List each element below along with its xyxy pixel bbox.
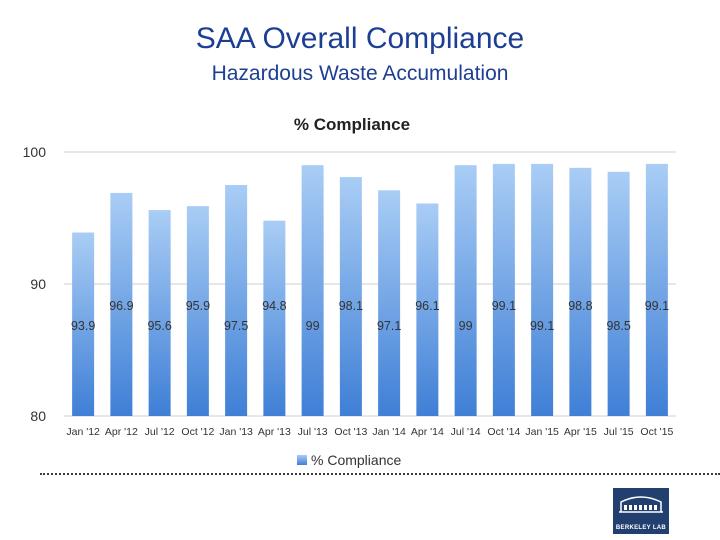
- data-label: 95.9: [186, 299, 210, 313]
- data-label: 99: [459, 319, 473, 333]
- x-tick-label: Oct '15: [640, 426, 673, 438]
- x-tick-label: Apr '13: [258, 426, 291, 438]
- legend-label: % Compliance: [311, 452, 401, 468]
- slide-title: SAA Overall Compliance: [195, 22, 525, 55]
- bar: [339, 177, 362, 416]
- data-label: 98.5: [606, 319, 630, 333]
- x-tick-label: Jan '12: [66, 426, 100, 438]
- berkeley-lab-logo: BERKELEY LAB: [613, 488, 669, 534]
- x-tick-label: Jul '15: [604, 426, 634, 438]
- bar: [416, 203, 439, 416]
- bar: [110, 192, 133, 416]
- x-tick-label: Apr '15: [564, 426, 597, 438]
- x-tick-label: Oct '12: [181, 426, 214, 438]
- bar: [263, 220, 286, 416]
- chart-legend: % Compliance: [297, 452, 401, 468]
- x-tick-label: Jan '15: [525, 426, 559, 438]
- x-tick-label: Jul '12: [145, 426, 175, 438]
- x-tick-label: Oct '13: [334, 426, 367, 438]
- data-label: 99.1: [492, 299, 516, 313]
- x-tick-label: Apr '12: [105, 426, 138, 438]
- data-label: 97.5: [224, 319, 248, 333]
- bar: [645, 163, 668, 416]
- bar: [531, 163, 554, 416]
- logo-text: BERKELEY LAB: [615, 525, 667, 531]
- x-tick-label: Jan '14: [372, 426, 406, 438]
- bar: [569, 167, 592, 416]
- bar: [301, 165, 324, 416]
- chart-title: % Compliance: [294, 115, 410, 134]
- y-tick-label: 80: [30, 408, 46, 424]
- legend-swatch: [297, 455, 307, 465]
- data-label: 96.9: [109, 299, 133, 313]
- y-tick-label: 100: [23, 144, 47, 160]
- bar: [186, 206, 209, 416]
- bar: [225, 185, 248, 416]
- slide-subtitle: Hazardous Waste Accumulation: [211, 62, 509, 85]
- data-label: 99: [306, 319, 320, 333]
- data-label: 96.1: [415, 299, 439, 313]
- bar: [378, 190, 401, 416]
- x-tick-label: Oct '14: [487, 426, 520, 438]
- building-icon: [619, 496, 663, 513]
- data-label: 99.1: [530, 319, 554, 333]
- data-label: 95.6: [147, 319, 171, 333]
- bar: [72, 232, 95, 416]
- x-tick-label: Apr '14: [411, 426, 444, 438]
- data-label: 99.1: [645, 299, 669, 313]
- x-tick-label: Jul '14: [451, 426, 481, 438]
- footer-divider: [40, 473, 720, 475]
- compliance-bar-chart: % Compliance 93.9 96.9 95.6 95.9 97.5 94.8 99 9…: [23, 115, 676, 468]
- data-label: 94.8: [262, 299, 286, 313]
- data-label: 98.1: [339, 299, 363, 313]
- x-tick-label: Jul '13: [298, 426, 328, 438]
- bar: [454, 165, 477, 416]
- y-tick-label: 90: [30, 276, 46, 292]
- bar: [492, 163, 515, 416]
- data-label: 97.1: [377, 319, 401, 333]
- data-label: 98.8: [568, 299, 592, 313]
- x-tick-label: Jan '13: [219, 426, 253, 438]
- bar: [148, 210, 171, 416]
- bar: [607, 171, 630, 416]
- data-label: 93.9: [71, 319, 95, 333]
